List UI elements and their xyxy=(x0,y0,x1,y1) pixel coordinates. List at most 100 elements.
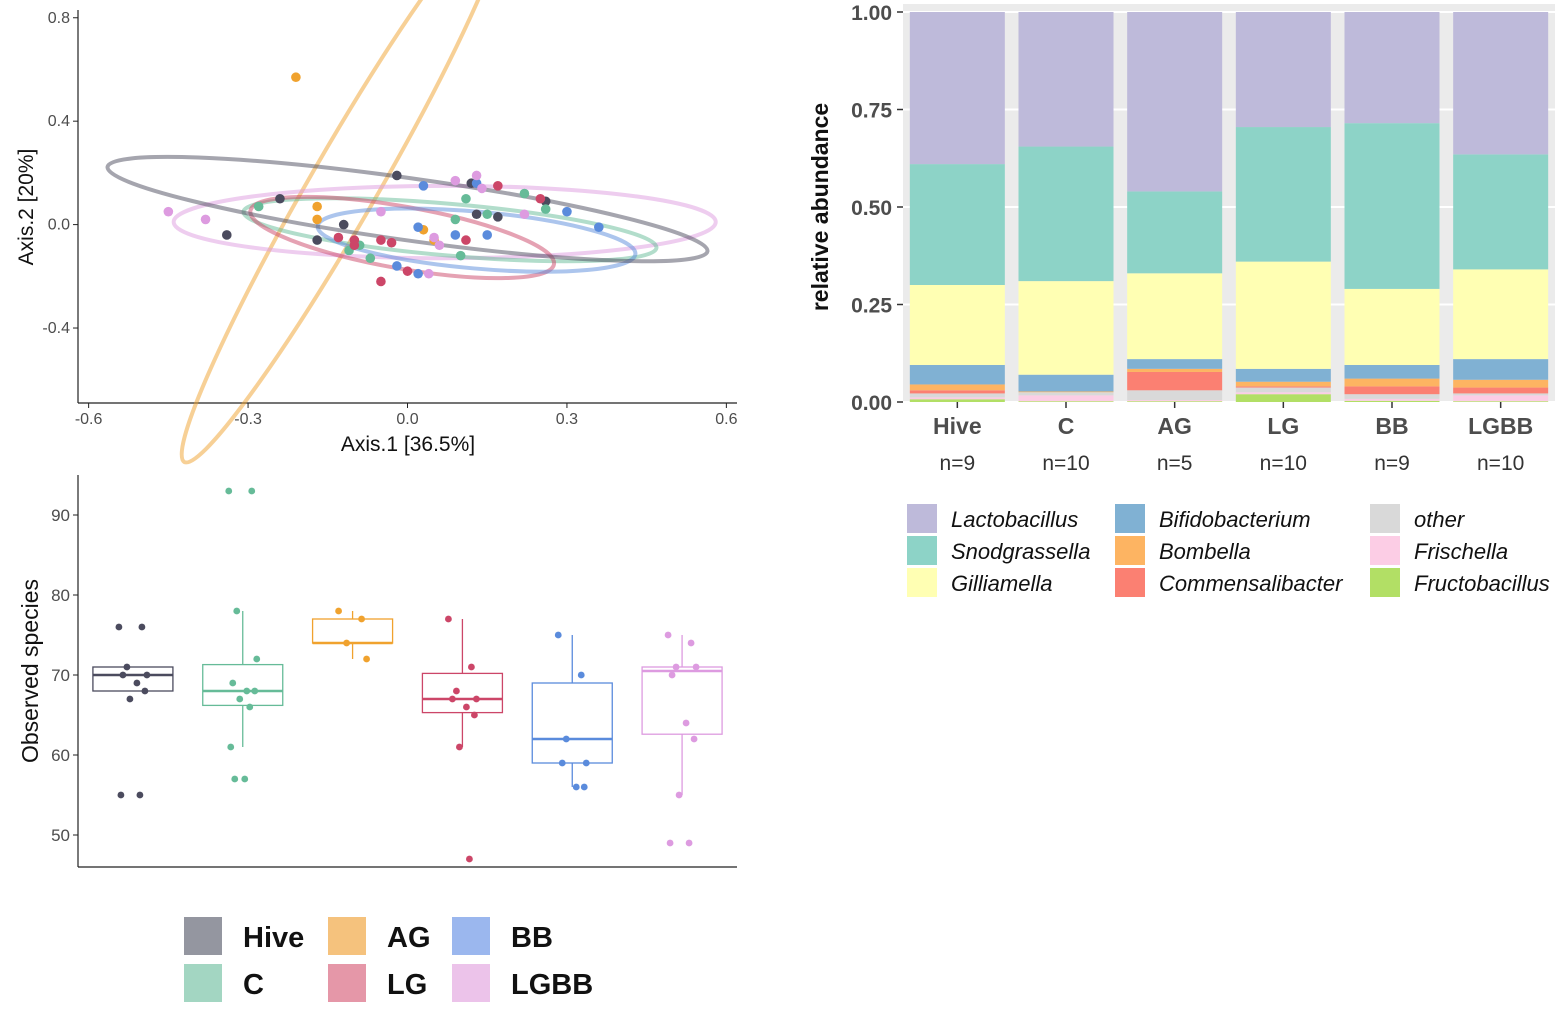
box-lgbb xyxy=(641,666,723,735)
box-ag xyxy=(311,618,394,644)
taxa-legend-swatch xyxy=(1115,568,1145,597)
y-tick-label: 90 xyxy=(51,506,70,525)
bar-segment-lactobacillus xyxy=(1344,12,1440,124)
taxa-legend-swatch xyxy=(907,568,937,597)
bar-segment-frischella xyxy=(1344,398,1440,401)
jitter-point-lgbb xyxy=(682,719,690,727)
bar-segment-bombella xyxy=(1127,368,1223,372)
bar-segment-frischella xyxy=(1018,395,1114,402)
scatter-point-hive xyxy=(222,230,232,240)
bar-segment-frischella xyxy=(1235,392,1331,395)
box-bb xyxy=(531,682,613,764)
x-tick-label: 0.0 xyxy=(396,411,418,428)
jitter-point-hive xyxy=(115,623,123,631)
bar-segment-other xyxy=(1018,392,1114,396)
jitter-point-c xyxy=(227,743,235,751)
taxa-legend-swatch xyxy=(1370,536,1400,565)
jitter-point-hive xyxy=(136,791,144,799)
scatter-point-bb xyxy=(450,230,461,240)
sample-size-label: n=5 xyxy=(1157,452,1193,475)
bar-segment-snodgrassella xyxy=(909,164,1005,285)
scatter-point-hive xyxy=(493,212,503,222)
bar-segment-bifidobacterium xyxy=(1235,368,1331,382)
scatter-point-hive xyxy=(392,170,402,181)
y-tick-label: 50 xyxy=(51,826,70,845)
scatter-point-ag xyxy=(312,201,322,212)
sample-size-label: n=10 xyxy=(1042,452,1089,475)
scatter-point-c xyxy=(455,250,466,261)
bar-segment-bombella xyxy=(1235,381,1331,387)
bar-segment-gilliamella xyxy=(1235,261,1331,369)
y-axis-title: relative abundance xyxy=(807,103,833,311)
scatter-point-lgbb xyxy=(163,206,174,217)
scatter-point-ag xyxy=(312,214,322,225)
taxa-legend-swatch xyxy=(1370,504,1400,533)
taxa-legend-label: Commensalibacter xyxy=(1159,571,1344,596)
scatter-point-lgbb xyxy=(434,240,445,251)
taxa-legend: Lactobacillus Snodgrassella Gilliamella Bif… xyxy=(907,504,1550,597)
scatter-point-bb xyxy=(562,206,572,217)
scatter-point-lgbb xyxy=(471,170,482,181)
scatter-point-lg xyxy=(402,266,413,276)
taxa-legend-label: Bombella xyxy=(1159,539,1251,564)
x-tick-label: -0.6 xyxy=(75,411,103,428)
y-tick-label: 1.00 xyxy=(851,2,892,25)
bar-segment-bombella xyxy=(1018,391,1114,393)
x-category-label: LG xyxy=(1267,413,1299,439)
scatter-point-c xyxy=(540,204,551,214)
bar-segment-other xyxy=(1235,387,1331,393)
scatter-point-lgbb xyxy=(519,209,530,220)
bar-segment-fructobacillus xyxy=(1127,401,1223,402)
jitter-point-ag xyxy=(343,639,350,647)
bar-segment-lactobacillus xyxy=(1018,12,1114,147)
x-category-label: BB xyxy=(1375,413,1408,439)
bar-segment-lactobacillus xyxy=(909,12,1005,165)
group-legend-swatch xyxy=(328,917,366,955)
taxa-legend-label: Gilliamella xyxy=(951,571,1052,596)
jitter-point-bb xyxy=(580,783,588,791)
jitter-point-lg xyxy=(466,855,473,863)
scatter-point-lgbb xyxy=(200,214,211,225)
y-axis-title: Axis.2 [20%] xyxy=(15,149,38,266)
bar-segment-gilliamella xyxy=(1453,269,1549,360)
group-legend: Hive AG BB C LG LGBB xyxy=(184,917,593,1002)
bar-segment-commensalibacter xyxy=(1235,386,1331,388)
taxa-legend-label: Frischella xyxy=(1414,539,1508,564)
sample-size-label: n=10 xyxy=(1477,452,1524,475)
jitter-point-lgbb xyxy=(666,839,674,847)
scatter-point-bb xyxy=(413,222,423,232)
jitter-point-bb xyxy=(572,783,580,791)
jitter-point-c xyxy=(225,487,233,495)
group-legend-label: LGBB xyxy=(511,969,593,1001)
jitter-point-bb xyxy=(562,735,570,743)
jitter-point-c xyxy=(253,655,261,663)
sample-size-label: n=9 xyxy=(940,452,976,475)
y-axis-title: Observed species xyxy=(17,579,43,763)
scatter-point-lg xyxy=(376,235,386,245)
bar-segment-gilliamella xyxy=(1344,288,1440,365)
jitter-point-bb xyxy=(577,671,585,679)
bar-segment-fructobacillus xyxy=(1453,401,1549,402)
jitter-point-c xyxy=(251,687,259,695)
scatter-point-lgbb xyxy=(429,232,439,243)
y-tick-label: 0.50 xyxy=(851,197,892,220)
bar-segment-frischella xyxy=(1453,395,1549,402)
jitter-point-c xyxy=(229,679,237,687)
bar-segment-bifidobacterium xyxy=(1344,364,1440,379)
jitter-point-lgbb xyxy=(685,839,693,847)
scatter-point-bb xyxy=(418,181,429,191)
bar-segment-bifidobacterium xyxy=(909,364,1005,385)
jitter-point-lgbb xyxy=(672,663,680,671)
bar-segment-other xyxy=(1127,390,1223,401)
bar-segment-bifidobacterium xyxy=(1127,359,1223,369)
x-category-label: LGBB xyxy=(1468,413,1533,439)
scatter-point-lgbb xyxy=(423,268,434,279)
group-legend-swatch xyxy=(452,917,490,955)
jitter-point-c xyxy=(248,487,256,495)
scatter-point-c xyxy=(482,209,493,220)
bar-segment-gilliamella xyxy=(1127,273,1223,360)
y-tick-label: 0.4 xyxy=(48,113,70,130)
taxa-legend-label: Bifidobacterium xyxy=(1159,507,1311,532)
bar-segment-bombella xyxy=(909,384,1005,391)
